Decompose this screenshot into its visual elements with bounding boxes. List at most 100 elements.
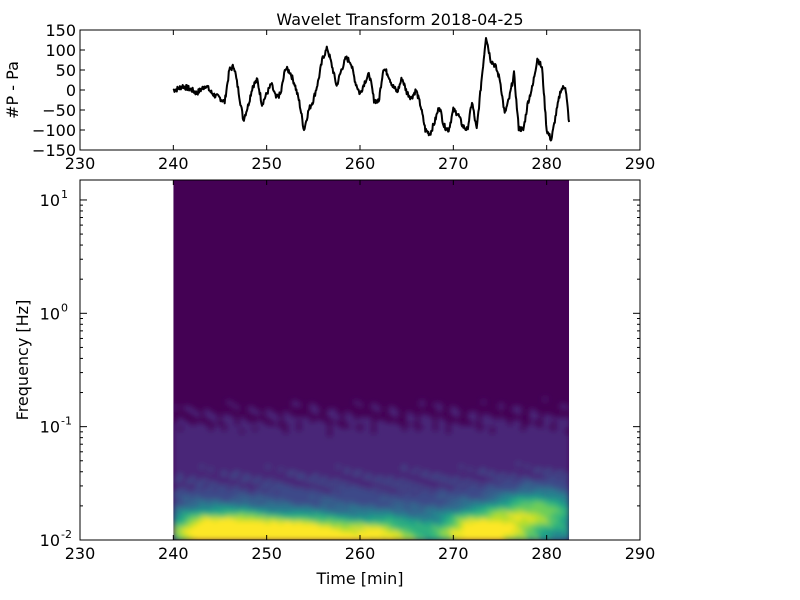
- heatmap-cell: [182, 526, 188, 530]
- heatmap-cell: [424, 534, 429, 538]
- heatmap-cell: [177, 531, 183, 535]
- heatmap-cell: [481, 459, 487, 463]
- heatmap-cell: [349, 487, 355, 491]
- heatmap-cell: [177, 447, 183, 452]
- heatmap-cell: [300, 481, 306, 485]
- heatmap-cell: [278, 531, 284, 535]
- heatmap-cell: [375, 523, 381, 527]
- heatmap-cell: [204, 473, 210, 477]
- heatmap-cell: [173, 464, 179, 469]
- heatmap-cell: [322, 514, 328, 519]
- heatmap-cell: [296, 461, 302, 466]
- heatmap-cell: [441, 495, 447, 499]
- heatmap-cell: [393, 422, 399, 427]
- heatmap-cell: [445, 531, 451, 535]
- heatmap-cell: [274, 484, 280, 488]
- heatmap-cell: [256, 445, 262, 449]
- heatmap-cell: [234, 459, 240, 463]
- heatmap-cell: [221, 417, 227, 421]
- heatmap-cell: [397, 537, 403, 540]
- heatmap-cell: [564, 470, 570, 474]
- heatmap-cell: [230, 484, 236, 488]
- heatmap-cell: [459, 512, 465, 516]
- heatmap-cell: [230, 523, 236, 527]
- heatmap-cell: [397, 514, 403, 519]
- heatmap-cell: [555, 464, 561, 469]
- heatmap-cell: [195, 425, 201, 429]
- heatmap-cell: [331, 523, 337, 527]
- heatmap-cell: [375, 425, 381, 429]
- heatmap-cell: [358, 528, 363, 533]
- heatmap-cell: [283, 456, 289, 460]
- heatmap-cell: [186, 447, 192, 452]
- heatmap-cell: [441, 509, 447, 513]
- heatmap-cell: [230, 450, 236, 455]
- heatmap-cell: [243, 492, 249, 496]
- heatmap-cell: [415, 450, 421, 455]
- heatmap-cell: [300, 420, 306, 424]
- heatmap-cell: [177, 473, 183, 477]
- heatmap-cell: [226, 481, 232, 485]
- heatmap-cell: [226, 447, 232, 452]
- heatmap-cell: [380, 514, 385, 519]
- heatmap-cell: [481, 495, 487, 499]
- heatmap-cell: [283, 503, 289, 508]
- heatmap-cell: [454, 534, 460, 538]
- heatmap-cell: [542, 478, 548, 482]
- heatmap-cell: [314, 428, 319, 432]
- heatmap-cell: [481, 478, 487, 482]
- heatmap-cell: [437, 403, 443, 407]
- heatmap-cell: [511, 445, 517, 449]
- heatmap-cell: [397, 456, 403, 460]
- heatmap-cell: [186, 498, 192, 502]
- heatmap-cell: [380, 461, 385, 466]
- heatmap-cell: [384, 481, 390, 485]
- heatmap-cell: [450, 464, 456, 469]
- heatmap-cell: [296, 450, 302, 455]
- heatmap-cell: [182, 420, 188, 424]
- heatmap-cell: [283, 534, 289, 538]
- heatmap-cell: [375, 531, 381, 535]
- heatmap-cell: [327, 503, 333, 508]
- heatmap-cell: [353, 450, 359, 455]
- heatmap-cell: [353, 523, 359, 527]
- heatmap-cell: [481, 453, 487, 457]
- heatmap-cell: [182, 450, 188, 455]
- heatmap-cell: [481, 489, 487, 494]
- heatmap-cell: [256, 428, 262, 432]
- heatmap-cell: [186, 478, 192, 482]
- heatmap-cell: [366, 514, 372, 519]
- heatmap-cell: [182, 528, 188, 533]
- heatmap-cell: [533, 512, 539, 516]
- heatmap-cell: [208, 431, 214, 435]
- heatmap-cell: [393, 506, 399, 510]
- heatmap-cell: [560, 526, 566, 530]
- heatmap-cell: [362, 447, 368, 452]
- heatmap-cell: [322, 512, 328, 516]
- heatmap-cell: [217, 526, 223, 530]
- heatmap-cell: [551, 475, 557, 480]
- heatmap-cell: [327, 537, 333, 540]
- heatmap-cell: [322, 520, 328, 524]
- heatmap-cell: [292, 498, 298, 502]
- heatmap-cell: [234, 450, 240, 455]
- heatmap-cell: [199, 503, 205, 508]
- heatmap-cell: [424, 500, 429, 505]
- heatmap-cell: [419, 434, 425, 438]
- heatmap-cell: [481, 537, 487, 540]
- heatmap-cell: [494, 436, 500, 441]
- heatmap-cell: [538, 428, 544, 432]
- heatmap-cell: [547, 450, 553, 455]
- heatmap-cell: [349, 431, 355, 435]
- heatmap-cell: [336, 417, 341, 421]
- heatmap-cell: [459, 484, 465, 488]
- heatmap-cell: [305, 442, 311, 446]
- heatmap-cell: [186, 531, 192, 535]
- heatmap-cell: [445, 481, 451, 485]
- heatmap-cell: [494, 492, 500, 496]
- heatmap-cell: [195, 520, 201, 524]
- heatmap-cell: [208, 487, 214, 491]
- heatmap-cell: [388, 425, 394, 429]
- heatmap-cell: [454, 481, 460, 485]
- heatmap-cell: [437, 489, 443, 494]
